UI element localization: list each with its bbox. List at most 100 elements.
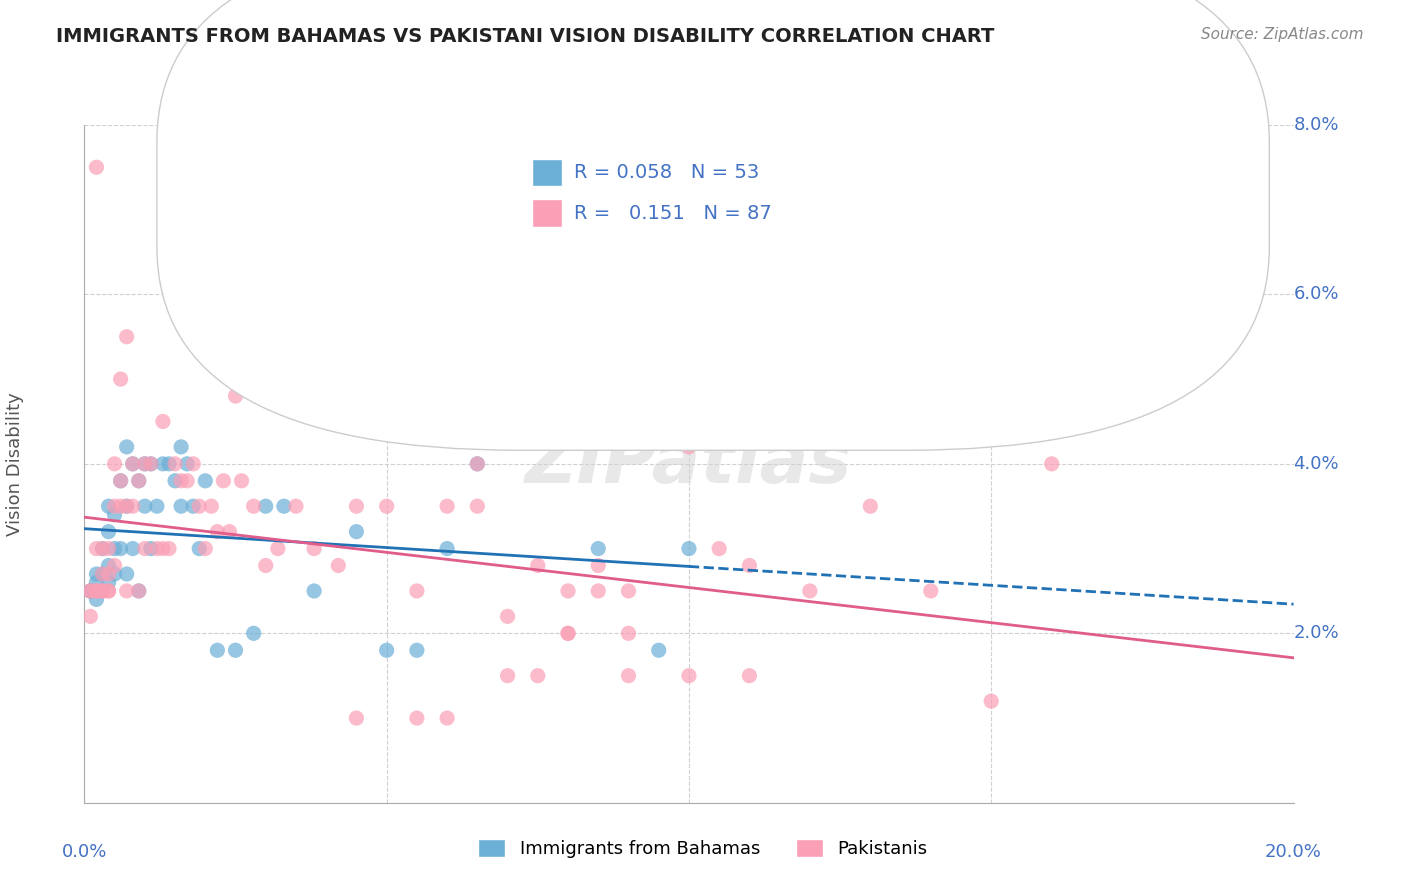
Point: [163, 457, 186, 471]
Point: [115, 440, 138, 454]
Text: R =   0.151   N = 87: R = 0.151 N = 87: [574, 203, 772, 222]
Point: [97, 567, 120, 582]
Point: [97, 575, 120, 590]
Point: [225, 389, 247, 403]
Point: [207, 643, 229, 657]
Point: [738, 558, 761, 573]
Text: IMMIGRANTS FROM BAHAMAS VS PAKISTANI VISION DISABILITY CORRELATION CHART: IMMIGRANTS FROM BAHAMAS VS PAKISTANI VIS…: [56, 27, 994, 45]
Point: [526, 669, 548, 683]
Point: [588, 541, 610, 556]
Point: [163, 474, 186, 488]
Legend: Immigrants from Bahamas, Pakistanis: Immigrants from Bahamas, Pakistanis: [471, 831, 935, 865]
Text: 6.0%: 6.0%: [1294, 285, 1339, 303]
Point: [346, 711, 368, 725]
Bar: [531, 200, 562, 227]
Point: [115, 583, 138, 598]
Point: [588, 583, 610, 598]
Point: [176, 474, 198, 488]
Point: [194, 474, 217, 488]
Point: [91, 541, 114, 556]
Point: [375, 643, 398, 657]
Point: [181, 500, 204, 514]
Point: [79, 583, 101, 598]
Point: [709, 541, 731, 556]
Point: [302, 541, 325, 556]
Point: [97, 500, 120, 514]
Point: [436, 541, 458, 556]
Point: [436, 500, 458, 514]
Point: [181, 457, 204, 471]
Point: [678, 669, 700, 683]
Point: [97, 583, 120, 598]
Text: 8.0%: 8.0%: [1294, 116, 1339, 134]
Point: [139, 541, 162, 556]
Point: [79, 583, 101, 598]
Point: [212, 474, 235, 488]
Point: [86, 541, 108, 556]
Point: [121, 457, 143, 471]
Point: [115, 330, 138, 344]
Point: [115, 567, 138, 582]
Point: [526, 558, 548, 573]
Point: [617, 626, 640, 640]
Point: [467, 457, 489, 471]
Point: [617, 669, 640, 683]
Point: [110, 500, 132, 514]
Point: [738, 669, 761, 683]
Point: [678, 541, 700, 556]
Point: [146, 541, 169, 556]
Point: [375, 500, 398, 514]
Point: [194, 541, 217, 556]
Point: [315, 414, 337, 429]
Point: [104, 500, 127, 514]
Point: [231, 474, 253, 488]
Point: [104, 541, 127, 556]
Point: [134, 500, 156, 514]
Point: [225, 643, 247, 657]
Point: [242, 626, 264, 640]
Point: [152, 414, 174, 429]
Point: [406, 583, 429, 598]
Point: [859, 500, 882, 514]
Text: 4.0%: 4.0%: [1294, 455, 1339, 473]
Text: Source: ZipAtlas.com: Source: ZipAtlas.com: [1201, 27, 1364, 42]
Point: [110, 474, 132, 488]
Point: [157, 541, 180, 556]
Point: [86, 592, 108, 607]
Point: [128, 583, 150, 598]
Point: [617, 583, 640, 598]
Point: [97, 524, 120, 539]
Point: [91, 541, 114, 556]
Point: [146, 500, 169, 514]
Text: R = 0.058   N = 53: R = 0.058 N = 53: [574, 163, 759, 182]
Point: [152, 457, 174, 471]
Text: Vision Disability: Vision Disability: [6, 392, 24, 536]
Point: [980, 694, 1002, 708]
Point: [284, 500, 308, 514]
Point: [157, 457, 180, 471]
Point: [273, 500, 295, 514]
Point: [104, 508, 127, 522]
Point: [467, 457, 489, 471]
Point: [436, 711, 458, 725]
Point: [200, 500, 222, 514]
Text: ZIPatlas: ZIPatlas: [526, 429, 852, 499]
Point: [128, 474, 150, 488]
Point: [170, 474, 193, 488]
Point: [86, 583, 108, 598]
Text: 20.0%: 20.0%: [1265, 844, 1322, 862]
Point: [86, 575, 108, 590]
Point: [97, 558, 120, 573]
Point: [920, 583, 942, 598]
Text: 2.0%: 2.0%: [1294, 624, 1339, 642]
Text: 0.0%: 0.0%: [62, 844, 107, 862]
Point: [110, 372, 132, 386]
FancyBboxPatch shape: [157, 0, 1270, 450]
Point: [115, 500, 138, 514]
Point: [188, 541, 211, 556]
Point: [104, 567, 127, 582]
Point: [254, 500, 277, 514]
Point: [134, 541, 156, 556]
Point: [315, 330, 337, 344]
Point: [110, 541, 132, 556]
